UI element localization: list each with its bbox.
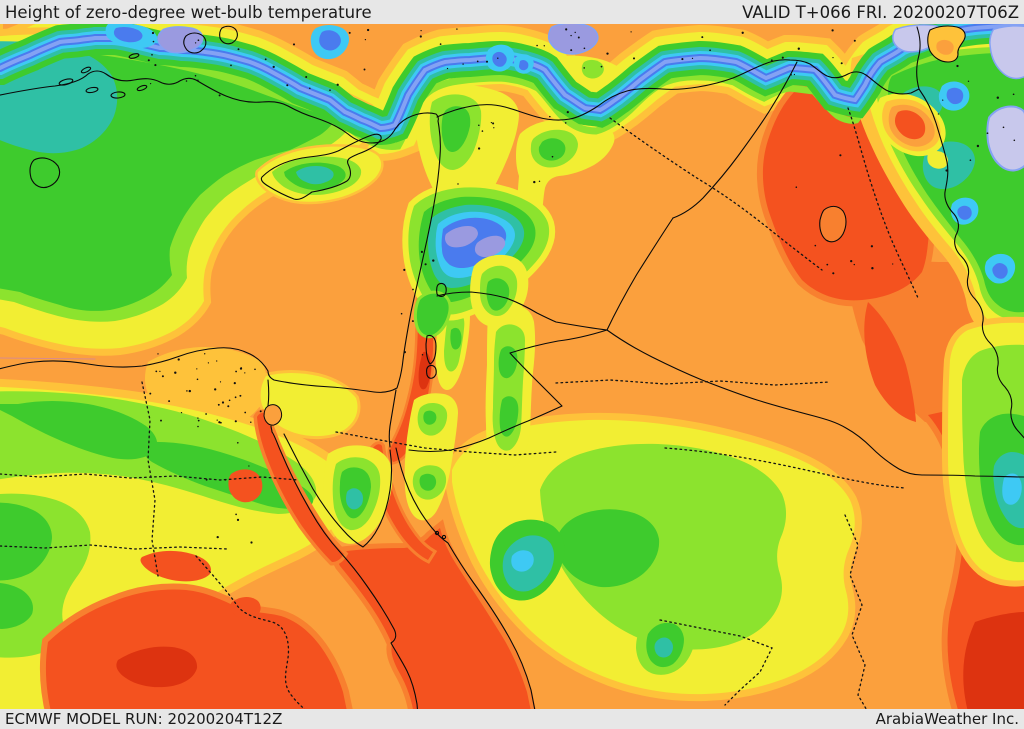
lake-van-core [936,39,954,55]
lake-beysehir [183,32,207,54]
saudi-admin-4 [844,514,869,713]
coastlines [0,53,537,717]
header-bar: Height of zero-degree wet-bulb temperatu… [0,0,1024,24]
rhodes-island [29,157,61,189]
contour-band-green-saudi-a [555,509,660,588]
border-egypt-israel [388,389,397,448]
contour-band-blue-turkey2 [319,30,341,51]
contour-band-lavender-zagros2 [989,25,1024,80]
contour-band-green-nwsaudi-dot [419,473,437,491]
euphrates-river [609,117,823,271]
map-title: Height of zero-degree wet-bulb temperatu… [5,2,372,22]
admin-dotted-lines [0,107,919,713]
contour-band-red-south-egypt [39,583,356,722]
saudi-redsea-coast [395,447,537,717]
border-syria-jordan [436,291,608,331]
gulf-suez-west-coast [271,431,419,717]
contour-band-green-wsyria [441,106,471,152]
tiran-island [434,530,440,536]
contour-band-teal-saudi-c [654,637,673,658]
contour-band-green-highlands-dot [450,327,462,350]
city-speckles [147,28,1016,544]
contour-band-blue-turkey1 [113,26,143,43]
contour-band-deepred-corner [963,612,1024,712]
latitude-30n-line [0,357,96,360]
contour-band-red-iraq-south [864,302,916,422]
contour-band-lightgreen-seturkey1 [581,59,604,79]
sea-of-galilee [436,282,447,297]
valid-time-label: VALID T+066 FRI. 20200207T06Z [742,2,1019,22]
border-turkey-iran [916,26,921,90]
footer-bar: ECMWF MODEL RUN: 20200204T12Z ArabiaWeat… [0,709,1024,729]
border-turkey-syria-iraq [436,59,920,121]
tigris-river [847,107,919,299]
contour-band-deepred-south-egypt [116,646,198,688]
contour-band-lavender-zagros3 [986,105,1024,172]
saudi-admin-2 [555,379,831,386]
contour-band-yellow-nsinai [257,370,361,440]
mediterranean-coast [0,70,441,393]
contour-band-yellow-dot-zagros [927,151,948,169]
contour-band-teal-sinai-spot [346,488,363,510]
contour-band-green-negev-dot [423,410,437,425]
border-jordan-saudi [408,329,608,453]
contour-band-lightgreen-saudi [540,443,787,650]
lake-tuz [219,25,238,45]
contour-band-blue-zagros4 [992,263,1008,279]
contour-band-teal-cyprus [296,166,334,185]
contour-band-cyan-saudi-dot [511,550,534,572]
aegean-island [128,53,140,59]
saudi-admin-5 [659,619,773,706]
credit-label: ArabiaWeather Inc. [875,710,1019,728]
contour-band-blue-amanus2 [519,59,529,71]
contour-band-red-tigris-tongue [894,110,926,140]
contour-band-green-egypt-2 [143,441,314,509]
contour-band-green-egypt-sw2 [0,583,33,629]
border-iraq-iran [918,88,1024,439]
saudi-admin-3 [664,447,906,489]
border-syria-iraq [672,61,798,219]
water-bodies [183,25,966,426]
contour-band-periwinkle-turkey1 [157,26,204,54]
bitter-lake [263,404,283,426]
model-run-label: ECMWF MODEL RUN: 20200204T12Z [5,710,283,728]
aegean-island [110,91,126,99]
aegean-island [80,66,92,74]
contour-band-periwinkle-turkey2 [547,22,599,55]
contour-band-blue-zagros3 [957,205,972,220]
cyprus-island [260,133,382,200]
egypt-admin-1 [0,473,299,481]
country-borders [388,26,1024,478]
contour-band-blue-zagros1 [946,87,964,105]
contour-band-red-blob3 [230,596,261,620]
contour-band-blue-amanus [492,51,507,67]
contour-band-green-aleppo [538,138,566,161]
sanafir-island [441,534,447,540]
contour-band-periwinkle-mtlebanon [444,226,478,248]
sinai-coast [283,433,393,548]
egypt-admin-3 [141,381,159,577]
contour-band-green-egypt-1 [0,401,158,460]
lake-tharthar [819,205,847,243]
dead-sea [425,334,437,379]
contour-band-green-druze [486,278,510,311]
aegean-island [58,78,74,86]
aegean-island [136,84,148,92]
aegean-island [85,86,99,94]
contour-band-green-jordan-dot1 [498,346,518,379]
contour-band-green-galilee-hills [413,290,452,339]
border-iraq-saudi [606,329,1024,478]
contour-band-green-egypt-sw1 [0,502,52,581]
border-iraq-jordan [606,217,674,331]
contour-band-periwinkle-antilebanon [474,235,506,257]
contour-band-red-blob2 [140,550,212,582]
contour-band-cyan-east [1002,473,1022,505]
